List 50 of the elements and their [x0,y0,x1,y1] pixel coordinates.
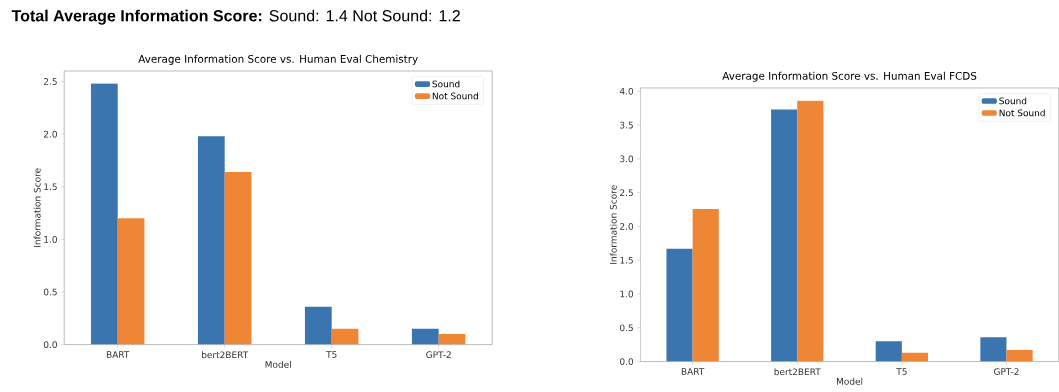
bar [797,100,824,362]
legend-label: Not Sound [432,92,478,100]
bar [224,172,252,345]
chart-title: Average Information Score vs. Human Eval FCDS [722,71,977,82]
y-tick-label: 0.0 [43,341,57,349]
bar [1006,350,1033,362]
x-axis-title: Model [265,360,291,368]
chart-title: Average Information Score vs. Human Eval Chemistry [138,54,418,65]
x-tick-label: bert2BERT [202,351,249,359]
y-tick-label: 0.5 [620,324,633,332]
bar [901,352,929,362]
y-tick-label: 1.0 [44,235,57,243]
bar [692,208,719,362]
bar [666,248,693,362]
bar [771,109,798,362]
x-tick-label: bert2BERT [774,368,821,376]
legend-label: Not Sound [999,109,1045,117]
x-tick-label: T5 [326,351,337,358]
y-tick-label: 3.0 [620,155,634,163]
y-tick-label: 1.5 [44,183,57,191]
bar [438,334,466,345]
x-tick-label: T5 [896,368,907,375]
bar [875,341,902,362]
x-tick-label: BART [681,368,705,375]
bar [331,328,359,345]
bar [90,83,118,345]
y-tick-label: 4.0 [619,87,634,95]
y-tick-label: 2.5 [620,189,633,197]
y-tick-label: 2.0 [620,223,634,230]
x-tick-label: BART [106,351,130,358]
y-tick-label: 3.5 [620,121,633,129]
bar [197,136,225,345]
y-tick-label: 2.0 [43,130,57,138]
legend-label: Sound [999,97,1027,105]
y-axis-title: Information Score [33,168,41,247]
y-tick-label: 0.0 [620,358,634,365]
x-tick-label: GPT-2 [426,351,451,359]
text: Total Average Information Score: Sound: 1.4 Not Sound: 1.2 [11,9,460,25]
y-tick-label: 0.5 [43,288,57,296]
bar [117,218,145,345]
x-tick-label: GPT-2 [994,368,1019,376]
y-axis-title: Information Score [609,185,617,264]
y-tick-label: 1.0 [620,290,634,298]
x-axis-title: Model [836,377,863,385]
legend-label: Sound [432,80,460,88]
bar [980,337,1007,362]
bar [304,306,332,345]
bar [411,328,439,345]
y-tick-label: 2.5 [43,78,57,85]
y-tick-label: 1.5 [620,256,633,264]
